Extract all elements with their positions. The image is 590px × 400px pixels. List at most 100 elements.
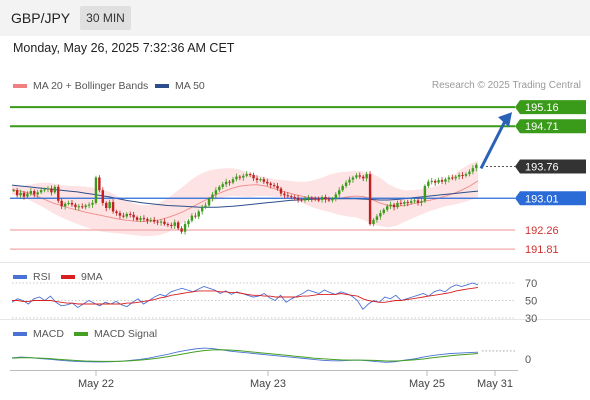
legend-rsi-label: RSI (33, 271, 51, 283)
candle-body (245, 174, 248, 176)
bollinger-band (12, 160, 478, 236)
candle-body (437, 180, 440, 183)
candle-body (53, 186, 57, 193)
candle-body (413, 200, 416, 202)
candle-body (238, 176, 242, 178)
candle-body (344, 182, 348, 186)
candle-body (94, 177, 98, 203)
candle-body (111, 202, 115, 212)
legend-macd-label: MACD (33, 328, 64, 340)
candle-body (389, 204, 392, 207)
legend-macd: MACD (13, 328, 64, 340)
candle-body (406, 202, 409, 204)
legend-rsi-ma-label: 9MA (81, 271, 103, 283)
candle-body (152, 219, 156, 222)
candle-body (283, 193, 286, 196)
candle-body (324, 196, 327, 200)
candle-body (146, 219, 149, 221)
candle-body (279, 188, 283, 194)
candle-body (327, 199, 331, 201)
timeframe-badge[interactable]: 30 MIN (80, 6, 131, 30)
candle-body (365, 174, 368, 179)
candle-body (320, 196, 324, 200)
forecast-arrow-head (498, 112, 512, 128)
candle-body (368, 174, 372, 225)
candle-body (334, 194, 338, 199)
candle-body (122, 215, 125, 217)
candle-body (362, 176, 365, 179)
candle-body (331, 198, 334, 201)
macd-tick-label: 0 (525, 354, 531, 366)
candle-body (19, 192, 22, 196)
candle-body (293, 196, 296, 198)
candle-body (132, 214, 135, 218)
candle-body (372, 219, 375, 225)
rsi-swatch (13, 275, 27, 280)
price-label-bg (515, 100, 586, 115)
candle-body (12, 190, 15, 192)
candle-body (248, 174, 252, 176)
candle-body (159, 221, 163, 223)
candle-body (399, 202, 403, 204)
candle-body (166, 224, 170, 226)
rsi-line (11, 282, 479, 311)
candle-body (451, 177, 454, 179)
candle-body (379, 213, 382, 217)
x-tick-label: May 22 (78, 378, 114, 390)
ma50-line (11, 184, 479, 208)
candle-body (125, 213, 128, 217)
candle-body (60, 200, 63, 207)
ma20-line (11, 180, 479, 223)
candle-body (310, 197, 314, 199)
rsi-tick-label: 50 (525, 296, 537, 308)
candle-body (211, 194, 214, 199)
candle-body (382, 209, 385, 214)
price-label: 194.71 (525, 121, 559, 133)
candle-body (375, 216, 379, 220)
legend-bollinger-label: MA 20 + Bollinger Bands (33, 80, 149, 92)
candle-body (255, 178, 259, 181)
candle-body (355, 175, 358, 178)
candle-body (440, 180, 444, 182)
candle-body (163, 221, 166, 225)
candle-body (176, 222, 180, 229)
candle-body (187, 220, 190, 225)
candle-body (423, 185, 427, 202)
candle-body (115, 211, 118, 214)
candle-body (101, 190, 105, 203)
candle-body (272, 185, 276, 187)
candle-body (156, 221, 159, 223)
ma50-swatch (155, 84, 169, 89)
candle-body (22, 192, 26, 197)
price-label: 193.01 (525, 193, 559, 205)
candle-body (183, 224, 187, 232)
candle-body (454, 176, 457, 179)
candle-body (84, 205, 87, 208)
candle-body (262, 179, 266, 182)
rsi-ma-line (12, 286, 479, 305)
legend-bollinger: MA 20 + Bollinger Bands (13, 80, 148, 92)
bollinger-swatch (13, 84, 27, 89)
candle-body (190, 215, 194, 221)
macd-swatch (13, 332, 27, 337)
candle-body (74, 204, 77, 208)
candle-body (67, 202, 70, 204)
candle-body (29, 191, 33, 194)
candle-body (231, 179, 235, 183)
candle-body (218, 186, 221, 191)
price-label-bg (515, 159, 586, 174)
candle-body (314, 198, 317, 200)
candle-body (204, 205, 207, 208)
candle-body (242, 175, 245, 178)
candle-body (430, 180, 433, 182)
candle-body (180, 228, 183, 232)
price-label: 191.81 (525, 244, 559, 256)
rsi-ma-swatch (61, 275, 75, 280)
candle-body (135, 217, 139, 220)
x-tick-label: May 25 (409, 378, 445, 390)
candle-body (77, 206, 81, 208)
candle-body (15, 190, 19, 196)
candle-body (348, 179, 351, 183)
candle-body (149, 219, 152, 221)
